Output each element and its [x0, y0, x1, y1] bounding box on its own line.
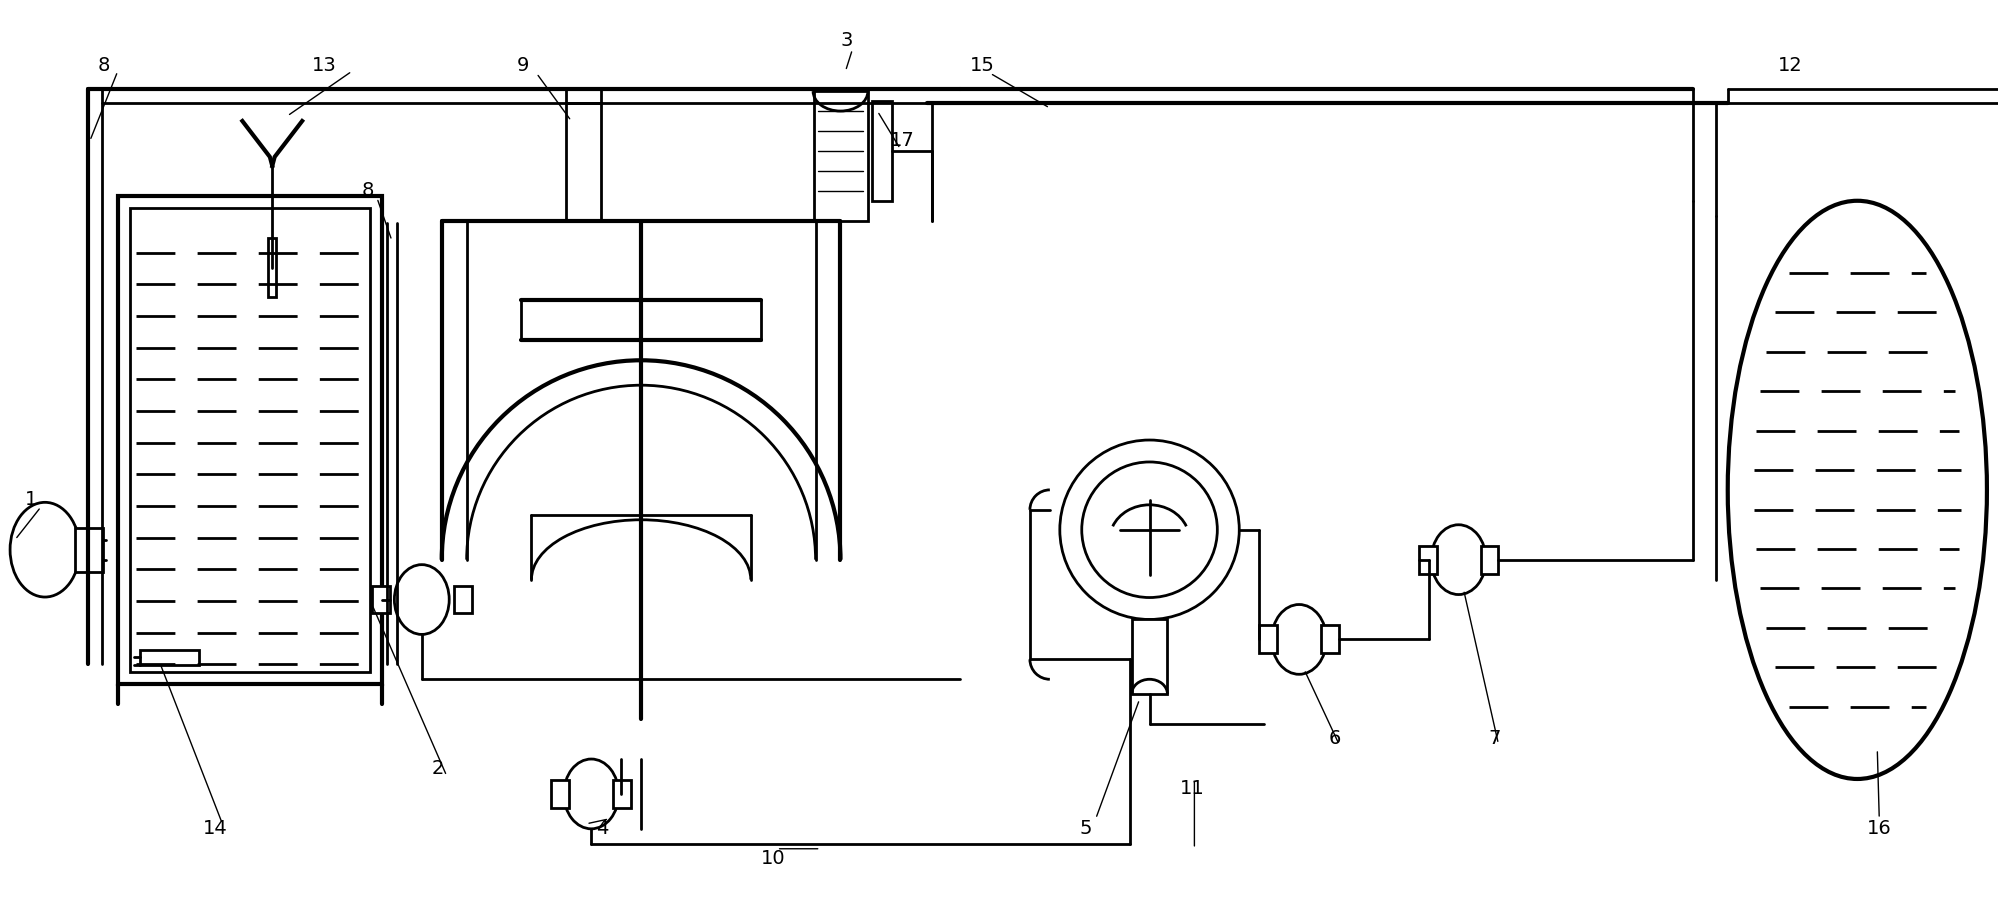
Ellipse shape [394, 564, 448, 634]
Bar [372, 586, 390, 614]
Text: 6: 6 [1329, 729, 1341, 748]
Bar [74, 527, 102, 571]
Bar [140, 650, 200, 666]
Text: 15: 15 [970, 57, 994, 75]
Text: 13: 13 [312, 57, 336, 75]
Ellipse shape [1273, 605, 1327, 675]
Bar [1481, 545, 1499, 573]
Text: 8: 8 [98, 57, 110, 75]
Bar [1259, 625, 1277, 653]
Text: 17: 17 [890, 131, 914, 150]
Text: 14: 14 [202, 819, 228, 838]
Text: 1: 1 [26, 490, 38, 509]
Bar [1133, 620, 1167, 694]
Circle shape [1061, 440, 1239, 620]
Text: 2: 2 [432, 759, 444, 778]
Ellipse shape [1431, 525, 1487, 595]
Text: 8: 8 [362, 181, 374, 200]
Text: 16: 16 [1867, 819, 1893, 838]
Text: 5: 5 [1081, 819, 1093, 838]
Ellipse shape [10, 502, 80, 597]
Ellipse shape [564, 759, 618, 829]
Bar [612, 780, 630, 808]
Text: 10: 10 [760, 849, 784, 867]
Bar [1419, 545, 1437, 573]
Polygon shape [242, 121, 302, 166]
Text: 3: 3 [840, 31, 852, 50]
Bar [130, 208, 370, 673]
Text: 7: 7 [1489, 729, 1501, 748]
Bar [118, 196, 382, 684]
Ellipse shape [1727, 201, 1987, 779]
Bar [872, 101, 892, 201]
Text: 4: 4 [596, 819, 608, 838]
Bar [552, 780, 570, 808]
Bar [814, 91, 868, 221]
Text: 9: 9 [516, 57, 528, 75]
Text: 12: 12 [1777, 57, 1803, 75]
Text: 11: 11 [1179, 779, 1205, 798]
Bar [268, 238, 276, 298]
Circle shape [1083, 462, 1217, 597]
Bar [1321, 625, 1339, 653]
Bar [454, 586, 472, 614]
